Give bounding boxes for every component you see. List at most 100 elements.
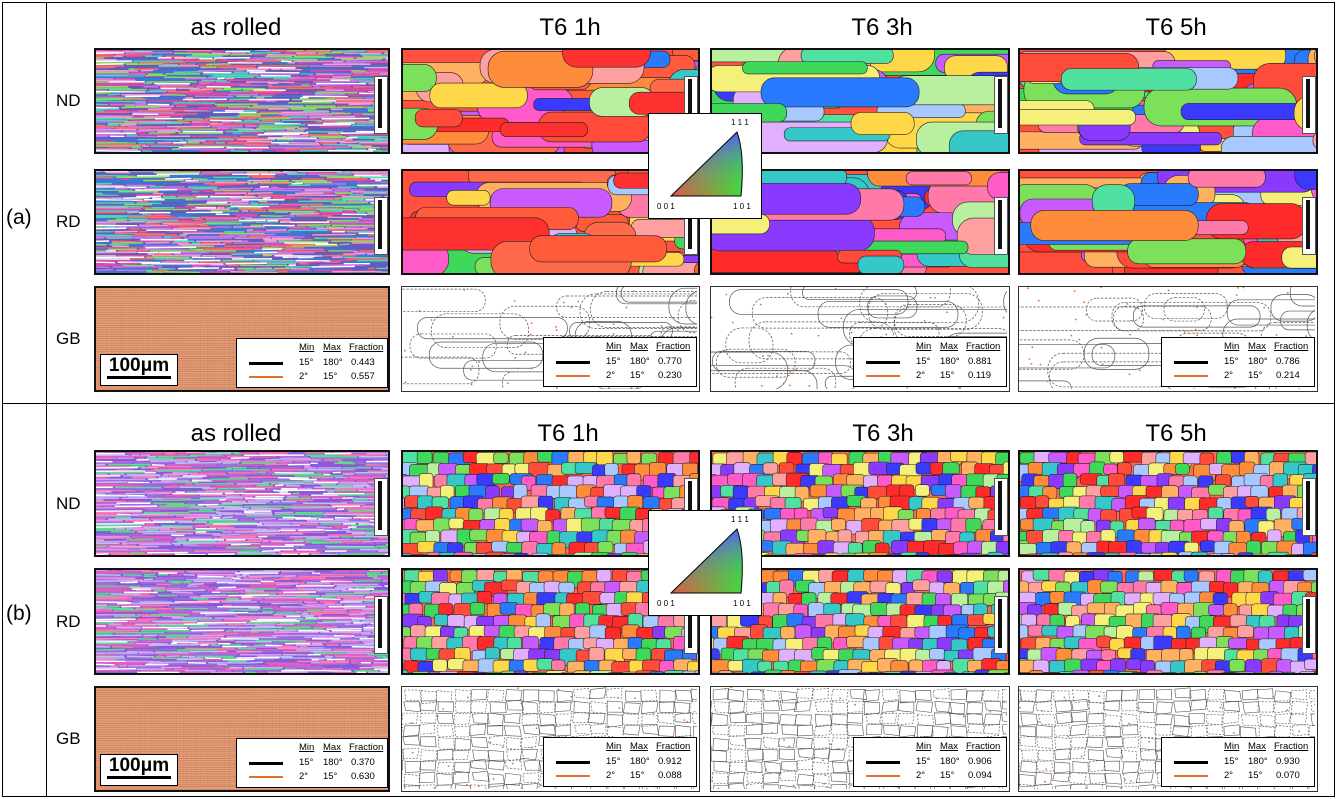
legend-min: 2° bbox=[299, 371, 309, 382]
legend-min: 2° bbox=[916, 770, 926, 781]
legend-min: 2° bbox=[1224, 370, 1234, 381]
grain-boundary-map: Min Max Fraction 15° 180° 0.881 2° 15° 0.119 bbox=[710, 286, 1010, 392]
column-title: T6 1h bbox=[539, 14, 601, 41]
legend-header-max: Max bbox=[1248, 341, 1266, 352]
ebsd-orientation-map bbox=[1018, 48, 1318, 154]
legend-fraction: 0.881 bbox=[968, 356, 992, 367]
row-label: RD bbox=[56, 611, 81, 631]
ebsd-orientation-map bbox=[1018, 450, 1318, 557]
legend-min: 2° bbox=[606, 370, 616, 381]
ipf-label-001: 0 0 1 bbox=[657, 599, 675, 608]
ebsd-orientation-map bbox=[1018, 169, 1318, 275]
legend-header-fraction: Fraction bbox=[349, 742, 384, 753]
grain-boundary-map: Min Max Fraction 15° 180° 0.370 2° 15° 0.630 100μ… bbox=[94, 686, 390, 792]
legend-max: 180° bbox=[630, 756, 650, 767]
grain-boundary-map: Min Max Fraction 15° 180° 0.770 2° 15° 0.230 bbox=[401, 286, 700, 392]
legend-header-max: Max bbox=[940, 341, 958, 352]
panel-label: (a) bbox=[6, 206, 32, 229]
ebsd-orientation-map bbox=[401, 48, 700, 154]
hagb-line bbox=[249, 762, 283, 765]
legend-min: 15° bbox=[606, 756, 621, 767]
legend-fraction: 0.094 bbox=[968, 770, 992, 781]
ipf-triangle bbox=[669, 131, 743, 197]
boundary-legend: Min Max Fraction 15° 180° 0.930 2° 15° 0.070 bbox=[1161, 737, 1315, 787]
ipf-label-111: 1 1 1 bbox=[731, 118, 749, 127]
legend-min: 15° bbox=[916, 756, 931, 767]
legend-header-fraction: Fraction bbox=[1274, 341, 1309, 352]
legend-max: 15° bbox=[630, 770, 645, 781]
legend-fraction: 0.630 bbox=[351, 771, 375, 782]
ebsd-orientation-map bbox=[94, 169, 390, 275]
legend-fraction: 0.119 bbox=[968, 370, 992, 381]
legend-min: 2° bbox=[606, 770, 616, 781]
legend-header-min: Min bbox=[606, 341, 622, 352]
legend-fraction: 0.930 bbox=[1276, 756, 1300, 767]
legend-min: 15° bbox=[916, 356, 931, 367]
scale-bar-line bbox=[998, 598, 1002, 649]
ebsd-orientation-map bbox=[94, 568, 390, 675]
hagb-line bbox=[866, 361, 900, 364]
hagb-line bbox=[249, 362, 283, 365]
boundary-legend: Min Max Fraction 15° 180° 0.443 2° 15° 0.557 bbox=[236, 338, 388, 388]
legend-header-min: Min bbox=[299, 742, 315, 753]
map-image bbox=[96, 171, 388, 273]
scale-bar-line bbox=[378, 480, 382, 531]
legend-fraction: 0.770 bbox=[658, 356, 682, 367]
lagb-line bbox=[866, 775, 900, 777]
column-title: T6 3h bbox=[852, 420, 914, 447]
legend-header-fraction: Fraction bbox=[656, 341, 691, 352]
ebsd-orientation-map bbox=[94, 450, 390, 557]
row-label: ND bbox=[56, 493, 81, 513]
legend-header-min: Min bbox=[606, 741, 622, 752]
legend-min: 2° bbox=[299, 771, 309, 782]
legend-max: 15° bbox=[940, 770, 955, 781]
map-image bbox=[1020, 452, 1316, 555]
scale-bar-line bbox=[378, 78, 382, 128]
legend-fraction: 0.214 bbox=[1276, 370, 1300, 381]
legend-max: 180° bbox=[940, 356, 960, 367]
scale-bar-line bbox=[998, 78, 1002, 128]
legend-header-min: Min bbox=[916, 341, 932, 352]
row-label: ND bbox=[56, 91, 81, 110]
label-column-divider bbox=[46, 2, 47, 797]
legend-min: 15° bbox=[1224, 756, 1239, 767]
legend-header-min: Min bbox=[916, 741, 932, 752]
ipf-triangle bbox=[669, 528, 743, 594]
row-label: GB bbox=[56, 729, 81, 748]
scale-bar-line bbox=[688, 199, 692, 249]
scale-bar-line bbox=[688, 598, 692, 649]
ebsd-orientation-map bbox=[710, 169, 1010, 275]
hagb-line bbox=[556, 761, 590, 764]
ipf-color-key: 1 1 1 0 0 1 1 0 1 bbox=[648, 113, 762, 219]
legend-max: 180° bbox=[323, 757, 343, 768]
scale-bar-line bbox=[1306, 78, 1310, 128]
hagb-line bbox=[556, 361, 590, 364]
legend-header-fraction: Fraction bbox=[349, 342, 384, 353]
legend-max: 15° bbox=[1248, 770, 1263, 781]
legend-fraction: 0.906 bbox=[968, 756, 992, 767]
legend-min: 15° bbox=[606, 356, 621, 367]
legend-header-min: Min bbox=[1224, 341, 1240, 352]
hagb-line bbox=[1174, 761, 1208, 764]
lagb-line bbox=[866, 375, 900, 377]
column-title: T6 5h bbox=[1145, 420, 1207, 447]
map-image bbox=[96, 50, 388, 152]
legend-min: 2° bbox=[1224, 770, 1234, 781]
legend-min: 2° bbox=[916, 370, 926, 381]
legend-header-fraction: Fraction bbox=[966, 741, 1001, 752]
boundary-legend: Min Max Fraction 15° 180° 0.906 2° 15° 0.094 bbox=[853, 737, 1007, 787]
scale-bar-line bbox=[378, 199, 382, 249]
legend-max: 15° bbox=[323, 371, 338, 382]
legend-min: 15° bbox=[299, 357, 314, 368]
legend-fraction: 0.088 bbox=[658, 770, 682, 781]
legend-max: 180° bbox=[323, 357, 343, 368]
map-image bbox=[96, 452, 388, 555]
panel-divider bbox=[2, 403, 1335, 404]
legend-max: 15° bbox=[323, 771, 338, 782]
map-image bbox=[1020, 171, 1316, 273]
scale-bar-label: 100μm bbox=[106, 356, 172, 379]
legend-fraction: 0.786 bbox=[1276, 356, 1300, 367]
scale-bar-line bbox=[998, 199, 1002, 249]
column-title: T6 3h bbox=[851, 14, 913, 41]
